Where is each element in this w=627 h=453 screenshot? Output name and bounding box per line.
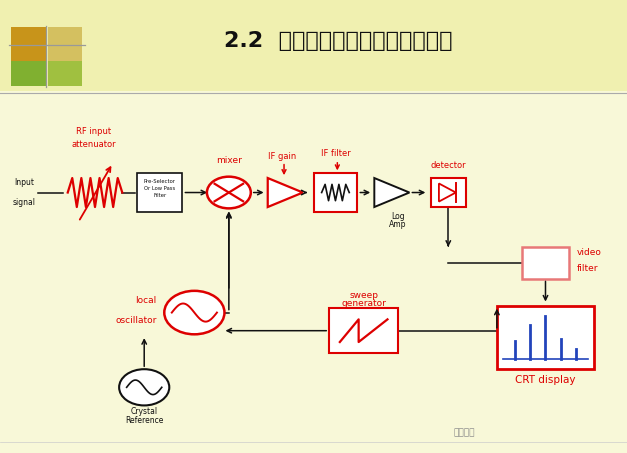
Text: Log: Log (391, 212, 405, 221)
Text: IF gain: IF gain (268, 152, 297, 160)
Text: mixer: mixer (216, 156, 242, 165)
Text: filter: filter (577, 264, 598, 273)
Text: 2.2  超外差式频谱分析仪原理框图: 2.2 超外差式频谱分析仪原理框图 (224, 31, 453, 51)
Text: local: local (135, 296, 157, 304)
Circle shape (164, 291, 224, 334)
Text: generator: generator (341, 299, 386, 308)
Text: oscillator: oscillator (115, 316, 157, 324)
Polygon shape (374, 178, 409, 207)
Text: Filter: Filter (153, 193, 167, 198)
Polygon shape (268, 178, 303, 207)
Text: 明师笔谈: 明师笔谈 (453, 428, 475, 437)
Text: Reference: Reference (125, 416, 164, 424)
FancyBboxPatch shape (329, 308, 398, 353)
Text: signal: signal (13, 198, 35, 207)
FancyBboxPatch shape (0, 0, 627, 91)
Text: detector: detector (431, 161, 466, 169)
Text: RF input: RF input (76, 127, 112, 135)
FancyBboxPatch shape (431, 178, 465, 207)
FancyBboxPatch shape (497, 306, 594, 369)
Text: CRT display: CRT display (515, 375, 576, 385)
FancyBboxPatch shape (48, 27, 82, 61)
Polygon shape (439, 183, 456, 202)
Text: Pre-Selector: Pre-Selector (144, 179, 176, 184)
FancyBboxPatch shape (522, 247, 569, 279)
FancyBboxPatch shape (314, 173, 357, 212)
FancyBboxPatch shape (11, 27, 46, 61)
Text: sweep: sweep (349, 291, 378, 300)
Text: video: video (577, 248, 602, 256)
Text: IF filter: IF filter (320, 149, 350, 158)
FancyBboxPatch shape (11, 61, 46, 86)
Text: Amp: Amp (389, 220, 407, 228)
FancyBboxPatch shape (48, 61, 82, 86)
Circle shape (119, 369, 169, 405)
Circle shape (207, 177, 251, 208)
Text: Or Low Pass: Or Low Pass (144, 186, 176, 191)
Text: Crystal: Crystal (130, 408, 158, 416)
Text: Input: Input (14, 178, 34, 187)
FancyBboxPatch shape (137, 173, 182, 212)
Text: attenuator: attenuator (71, 140, 117, 149)
